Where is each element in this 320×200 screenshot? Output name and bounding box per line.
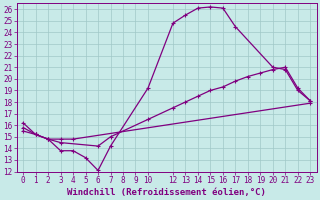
X-axis label: Windchill (Refroidissement éolien,°C): Windchill (Refroidissement éolien,°C): [67, 188, 266, 197]
